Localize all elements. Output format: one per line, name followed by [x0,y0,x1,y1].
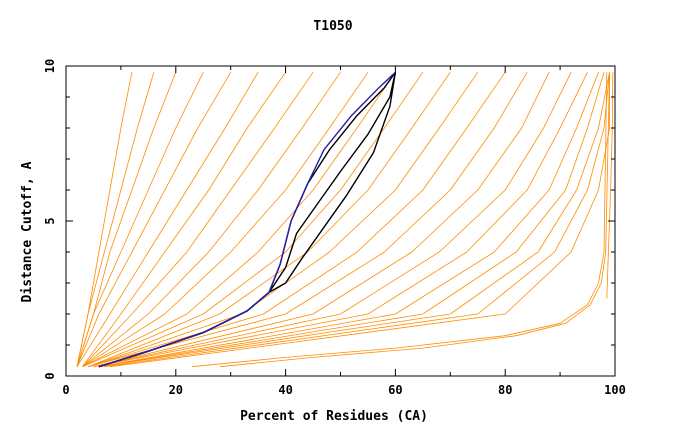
x-tick-label-40: 40 [278,383,292,397]
outlier-curve-1 [219,72,610,368]
x-tick-label-80: 80 [498,383,512,397]
model-curve-19 [98,72,599,368]
model-curve-2 [76,72,177,367]
model-curve-1 [76,72,155,367]
model-curve-23 [109,72,610,368]
x-tick-label-60: 60 [388,383,402,397]
model-curve-4 [76,71,232,367]
model-curve-21 [98,72,610,368]
y-axis-label: Distance Cutoff, A [20,161,35,302]
model-curve-6 [82,71,286,367]
y-axis: 0 5 10 [43,59,615,380]
x-axis-label: Percent of Residues (CA) [240,409,428,424]
model-curve-13 [87,71,479,368]
x-tick-label-20: 20 [169,383,183,397]
model-curve-15 [87,71,528,368]
model-curve-12 [87,71,451,368]
x-tick-label-100: 100 [604,383,626,397]
model-curve-5 [76,71,259,367]
model-curve-20 [98,72,605,368]
x-axis: 0 20 40 60 80 100 [62,66,626,397]
model-curve-16 [93,72,550,368]
model-curve-11 [82,71,424,368]
model-curve-22 [104,72,610,368]
chart-title: T1050 [313,19,352,34]
highlight-curve-blue-3 [98,71,396,368]
y-tick-label-10: 10 [43,59,57,73]
plot-area [76,71,614,368]
y-tick-label-5: 5 [43,217,57,224]
model-curve-14 [87,71,506,368]
model-curve-7 [82,71,314,367]
model-curve-17 [93,72,572,368]
outlier-curve-2 [606,72,614,299]
y-tick-label-0: 0 [43,372,57,379]
model-curve-18 [93,72,588,368]
model-curve-3 [76,72,204,367]
x-tick-label-0: 0 [62,383,69,397]
model-curve-8 [82,71,341,368]
outlier-curve-0 [192,72,608,368]
model-curve-9 [82,71,369,368]
model-curve-10 [82,71,396,368]
